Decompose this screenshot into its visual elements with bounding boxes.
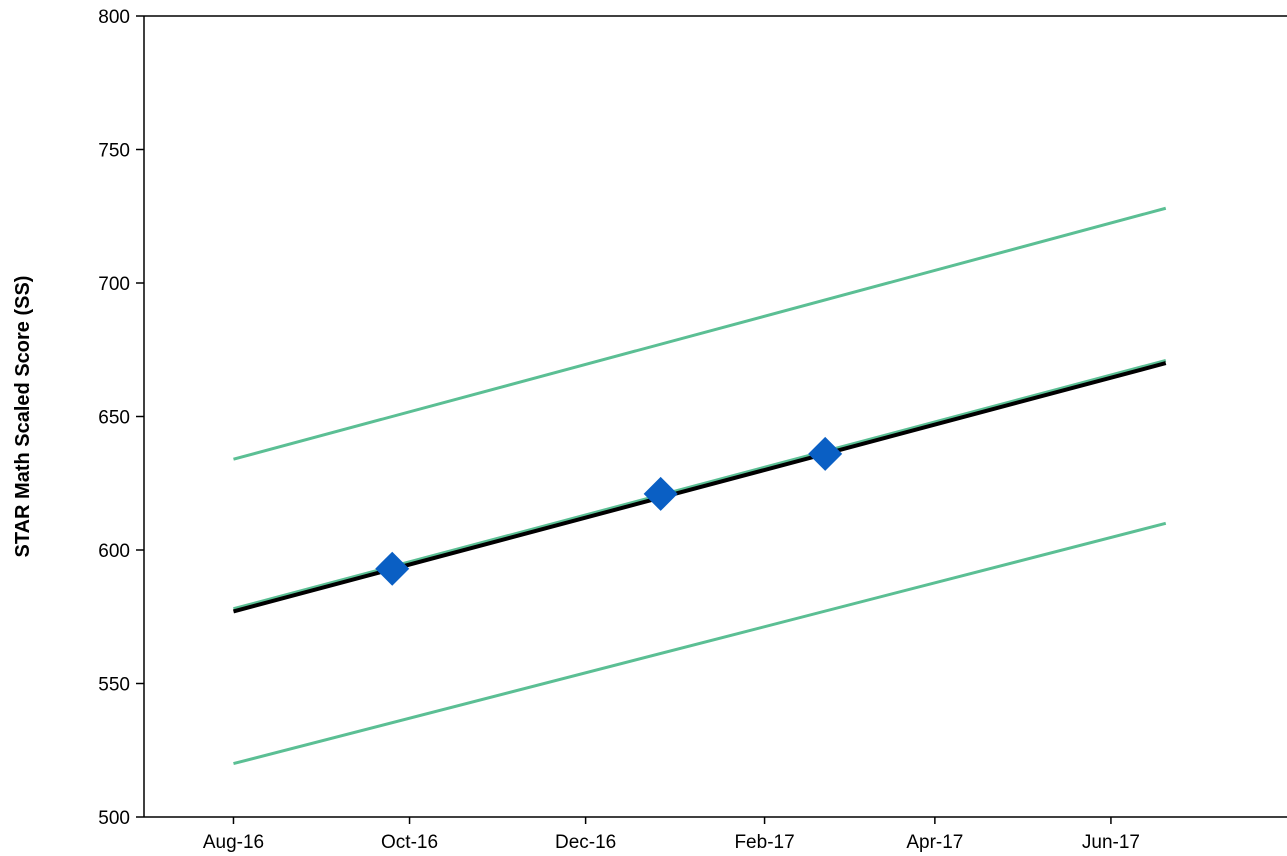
y-tick-label: 800 [98,7,130,28]
x-tick-label: Aug-16 [203,832,264,853]
score-point-diamond [375,551,410,586]
y-tick-label: 700 [98,274,130,295]
x-tick-label: Feb-17 [734,832,794,853]
lower-line [233,521,1167,766]
x-tick-label: Apr-17 [906,832,963,853]
trend-line [232,361,1167,614]
series-lines [232,206,1167,766]
tick-labels: 500 550 600 650 700 750 800 Aug-16 Oct-16 Dec-16 F… [98,7,1140,853]
axes [136,15,1287,824]
y-tick-label: 500 [98,808,130,829]
score-point-diamond [808,436,843,471]
y-tick-label: 600 [98,541,130,562]
x-tick-label: Jun-17 [1082,832,1140,853]
score-point-diamond [643,476,678,511]
x-tick-label: Oct-16 [381,832,438,853]
middle-line [233,358,1167,611]
y-tick-label: 750 [98,141,130,162]
y-tick-label: 650 [98,408,130,429]
x-tick-label: Dec-16 [555,832,616,853]
upper-line [233,206,1167,461]
score-points [375,436,843,586]
y-axis-title: STAR Math Scaled Score (SS) [12,276,34,558]
y-tick-label: 550 [98,675,130,696]
